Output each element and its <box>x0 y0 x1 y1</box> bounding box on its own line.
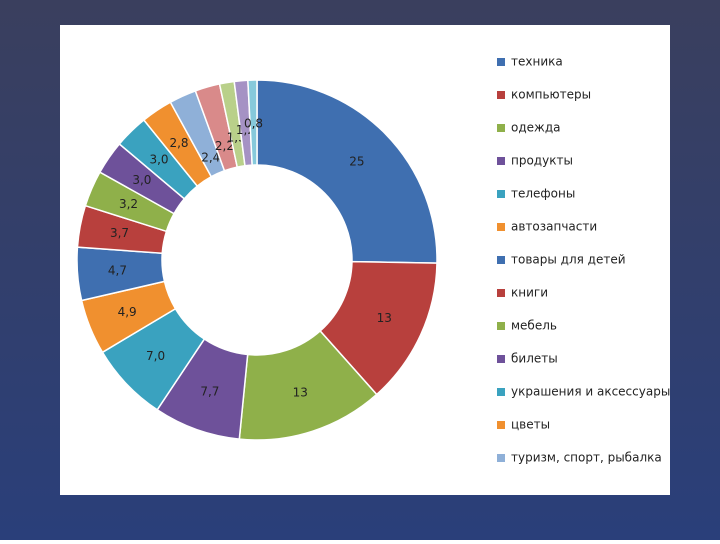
data-label: 7,7 <box>200 384 219 398</box>
legend-label: мебель <box>511 319 557 333</box>
data-label: 3,7 <box>110 226 129 240</box>
data-label: 25 <box>349 154 364 168</box>
data-label: 0,8 <box>244 117 263 131</box>
data-label: 3,2 <box>119 197 138 211</box>
legend-swatch <box>497 91 505 99</box>
legend-label: товары для детей <box>511 253 626 267</box>
legend-label: билеты <box>511 352 558 366</box>
data-label: 13 <box>293 386 308 400</box>
data-label: 3,0 <box>132 173 151 187</box>
donut-slice <box>247 79 258 166</box>
legend-swatch <box>497 58 505 66</box>
legend-label: книги <box>511 286 548 300</box>
legend-label: автозапчасти <box>511 220 597 234</box>
legend-swatch <box>497 190 505 198</box>
legend-swatch <box>497 421 505 429</box>
legend-label: одежда <box>511 121 560 135</box>
data-label: 3,0 <box>149 152 168 166</box>
legend-label: телефоны <box>511 187 575 201</box>
data-label: 2,8 <box>169 136 188 150</box>
legend-swatch <box>497 322 505 330</box>
data-label: 13 <box>377 311 392 325</box>
legend-swatch <box>497 124 505 132</box>
legend-swatch <box>497 223 505 231</box>
legend-swatch <box>497 454 505 462</box>
data-label: 2,4 <box>201 150 220 164</box>
data-label: 4,7 <box>108 263 127 277</box>
data-label: 7,0 <box>146 349 165 363</box>
legend-label: украшения и аксессуары <box>511 385 670 399</box>
data-label: 2,2 <box>215 139 234 153</box>
donut-slice <box>256 79 438 264</box>
legend-swatch <box>497 256 505 264</box>
legend-swatch <box>497 355 505 363</box>
legend-swatch <box>497 388 505 396</box>
legend-label: техника <box>511 55 563 69</box>
legend-label: туризм, спорт, рыбалка <box>511 451 662 465</box>
data-label: 4,9 <box>118 305 137 319</box>
legend-swatch <box>497 289 505 297</box>
legend-label: продукты <box>511 154 573 168</box>
legend-swatch <box>497 157 505 165</box>
legend-label: компьютеры <box>511 88 591 102</box>
legend-label: цветы <box>511 418 550 432</box>
